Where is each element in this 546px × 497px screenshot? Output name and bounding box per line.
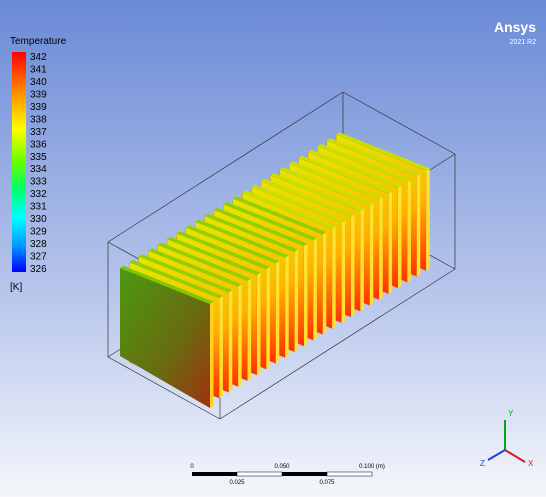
triad-label: Z — [480, 459, 485, 468]
fin-edge — [285, 255, 289, 357]
fin-edge — [323, 232, 327, 334]
fin-edge — [370, 203, 374, 305]
fin-edge — [417, 174, 421, 276]
fin-edge — [360, 209, 364, 311]
legend-label: 340 — [30, 77, 47, 88]
legend-label: 335 — [30, 152, 47, 163]
scale-label: 0.100 (m) — [359, 464, 385, 470]
fin-edge — [238, 284, 242, 386]
scale-segment — [237, 472, 282, 476]
scale-segment — [327, 472, 372, 476]
color-bar — [12, 52, 26, 272]
legend-label: 341 — [30, 64, 47, 75]
fin-edge — [276, 261, 280, 363]
legend-label: 330 — [30, 214, 47, 225]
fin-edge — [389, 192, 393, 294]
fin-edge — [398, 186, 402, 288]
scale-label: 0.050 — [274, 464, 290, 470]
fin-edge — [426, 168, 430, 270]
legend-unit: [K] — [10, 282, 22, 293]
triad-label: Y — [508, 409, 514, 418]
fin-edge — [379, 197, 383, 299]
fin-edge — [332, 226, 336, 328]
legend-title: Temperature — [10, 36, 67, 47]
legend-label: 338 — [30, 114, 47, 125]
legend-label: 326 — [30, 264, 47, 275]
legend-label: 333 — [30, 177, 47, 188]
fin-edge — [210, 302, 214, 408]
fin-edge — [229, 290, 233, 392]
fin-edge — [304, 244, 308, 346]
fin-edge — [248, 279, 252, 381]
legend-label: 329 — [30, 227, 47, 238]
fin-edge — [342, 221, 346, 323]
scale-segment — [282, 472, 327, 476]
triad-label: X — [528, 459, 534, 468]
fin-edge — [295, 250, 299, 352]
scale-label: 0.075 — [319, 480, 335, 486]
brand-version: 2021 R2 — [510, 39, 537, 46]
fin-edge — [407, 180, 411, 282]
legend-label: 337 — [30, 127, 47, 138]
fin-edge — [351, 215, 355, 317]
fin-edge — [219, 296, 223, 398]
legend-label: 339 — [30, 102, 47, 113]
legend-label: 332 — [30, 189, 47, 200]
fin-edge — [266, 267, 270, 369]
legend-label: 339 — [30, 89, 47, 100]
legend-label: 327 — [30, 252, 47, 263]
fin-edge — [257, 273, 261, 375]
scale-label: 0.025 — [229, 480, 245, 486]
legend-label: 342 — [30, 52, 47, 63]
legend-label: 331 — [30, 202, 47, 213]
fin-edge — [313, 238, 317, 340]
brand-name: Ansys — [494, 19, 536, 35]
legend-label: 334 — [30, 164, 47, 175]
viewport: Temperature [K] Ansys 2021 R2 0 0.050 0.… — [0, 0, 546, 497]
scale-segment — [192, 472, 237, 476]
scale-bar — [192, 472, 372, 476]
legend-label: 336 — [30, 139, 47, 150]
legend-label: 328 — [30, 239, 47, 250]
scene: Temperature [K] Ansys 2021 R2 0 0.050 0.… — [0, 0, 546, 497]
